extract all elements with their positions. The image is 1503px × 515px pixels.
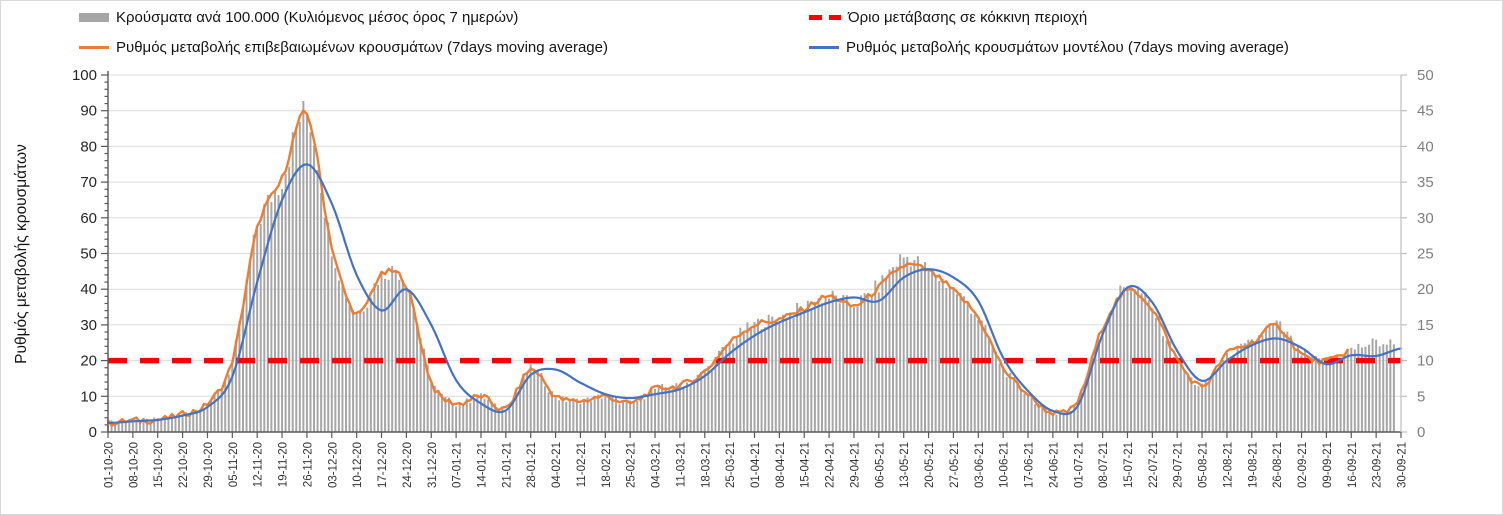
x-tick-label: 06-05-21 [874,442,886,488]
y-left-tick-label: 90 [80,103,97,120]
x-tick-label: 12-11-20 [253,442,265,487]
x-tick-label: 20-05-21 [924,442,936,488]
x-tick-label: 03-12-20 [327,442,339,488]
y-left-tick-label: 70 [80,174,97,191]
legend-swatch-confirmed-rate [79,46,109,49]
x-tick-label: 28-01-21 [526,442,538,488]
y-right-tick-label: 45 [1417,103,1434,120]
y-left-tick-label: 0 [89,424,97,441]
legend-item-red-zone-threshold: Όριο μετάβασης σε κόκκινη περιοχή [809,9,1087,26]
x-tick-label: 05-08-21 [1198,442,1210,488]
legend-label-cases-per-100k: Κρούσματα ανά 100.000 (Κυλιόμενος μέσος … [116,9,519,26]
x-tick-label: 26-08-21 [1272,442,1284,488]
y-left-tick-label: 20 [80,353,97,370]
model-rate-line [106,163,1403,425]
x-tick-label: 15-07-21 [1123,442,1135,488]
legend-label-confirmed-rate: Ρυθμός μεταβολής επιβεβαιωμένων κρουσμάτ… [116,39,608,56]
x-tick-label: 18-02-21 [601,442,613,488]
x-tick-label: 01-04-21 [750,442,762,488]
legend-item-confirmed-rate: Ρυθμός μεταβολής επιβεβαιωμένων κρουσμάτ… [79,39,608,56]
x-tick-label: 15-04-21 [800,442,812,488]
y-right-tick-label: 40 [1417,138,1434,155]
y-left-tick-label: 10 [80,388,97,405]
bars-series-cases-per-100k [107,100,1395,432]
x-tick-label: 16-09-21 [1347,442,1359,488]
y-right-tick-label: 35 [1417,174,1434,191]
legend-item-cases-per-100k: Κρούσματα ανά 100.000 (Κυλιόμενος μέσος … [79,9,518,26]
x-tick-label: 27-05-21 [949,442,961,488]
x-tick-label: 22-10-20 [178,442,190,488]
x-tick-label: 08-07-21 [1098,442,1110,488]
x-tick-label: 03-06-21 [974,442,986,488]
x-axis-labels: 01-10-20 08-10-20 15-10-20 22-10-20 29-10-20… [104,442,1409,488]
y-right-tick-label: 15 [1417,317,1434,334]
y-axis-right-labels: 0 5 10 15 20 25 30 35 40 45 50 [1417,67,1434,441]
legend-swatch-red-zone-threshold [809,15,841,20]
x-tick-label: 10-06-21 [999,442,1011,488]
x-tick-label: 07-01-21 [452,442,464,488]
confirmed-rate-line [106,109,1349,427]
y-left-tick-label: 100 [72,67,97,84]
legend-label-red-zone-threshold: Όριο μετάβασης σε κόκκινη περιοχή [848,9,1088,26]
x-tick-label: 25-02-21 [626,442,638,488]
x-tick-label: 02-09-21 [1297,442,1309,488]
x-tick-label: 26-11-20 [302,442,314,487]
x-tick-label: 10-12-20 [352,442,364,488]
x-tick-label: 31-12-20 [427,442,439,488]
y-left-tick-label: 50 [80,246,97,263]
x-tick-label: 22-04-21 [825,442,837,488]
y-axis-right-ticks [1401,74,1407,433]
x-tick-label: 05-11-20 [228,442,240,487]
y-right-tick-label: 20 [1417,281,1434,298]
x-tick-label: 29-10-20 [203,442,215,488]
y-left-tick-label: 30 [80,317,97,334]
x-tick-label: 30-09-21 [1397,442,1409,488]
y-right-tick-label: 25 [1417,246,1434,263]
legend-item-model-rate: Ρυθμός μεταβολής κρουσμάτων μοντέλου (7d… [809,39,1289,56]
y-left-tick-label: 60 [80,210,97,227]
x-tick-label: 17-12-20 [377,442,389,488]
x-tick-label: 04-02-21 [551,442,563,488]
x-tick-label: 15-10-20 [153,442,165,488]
x-tick-label: 25-03-21 [725,442,737,488]
y-axis-left-ticks [101,74,108,433]
legend-swatch-model-rate [809,46,839,49]
x-tick-label: 08-04-21 [775,442,787,488]
y-right-tick-label: 5 [1417,388,1425,405]
y-right-tick-label: 50 [1417,67,1434,84]
x-tick-label: 29-07-21 [1173,442,1185,488]
legend-swatch-cases-per-100k [79,13,109,22]
x-tick-label: 29-04-21 [849,442,861,488]
y-right-tick-label: 10 [1417,353,1434,370]
x-tick-label: 08-10-20 [128,442,140,488]
x-tick-label: 12-08-21 [1222,442,1234,488]
x-tick-label: 22-07-21 [1148,442,1160,488]
x-tick-label: 17-06-21 [1024,442,1036,488]
x-tick-label: 04-03-21 [651,442,663,488]
x-tick-label: 21-01-21 [501,442,513,488]
y-right-tick-label: 30 [1417,210,1434,227]
x-tick-label: 24-06-21 [1048,442,1060,488]
y-axis-left-labels: 0 10 20 30 40 50 60 70 80 90 100 [72,67,97,441]
x-tick-label: 01-07-21 [1073,442,1085,488]
x-tick-label: 11-02-21 [576,442,588,487]
x-tick-label: 24-12-20 [402,442,414,488]
x-tick-label: 01-10-20 [104,442,116,488]
x-tick-label: 09-09-21 [1322,442,1334,488]
x-axis-ticks [107,432,1402,438]
x-tick-label: 19-08-21 [1247,442,1259,488]
x-tick-label: 13-05-21 [899,442,911,488]
y-axis-title: Ρυθμός μεταβολής κρουσμάτων [13,144,30,364]
x-tick-label: 23-09-21 [1372,442,1384,488]
x-tick-label: 18-03-21 [700,442,712,488]
y-left-tick-label: 40 [80,281,97,298]
x-tick-label: 14-01-21 [476,442,488,488]
x-tick-label: 19-11-20 [278,442,290,487]
y-right-tick-label: 0 [1417,424,1425,441]
x-tick-label: 11-03-21 [675,442,687,487]
y-left-tick-label: 80 [80,138,97,155]
legend-label-model-rate: Ρυθμός μεταβολής κρουσμάτων μοντέλου (7d… [846,39,1289,56]
